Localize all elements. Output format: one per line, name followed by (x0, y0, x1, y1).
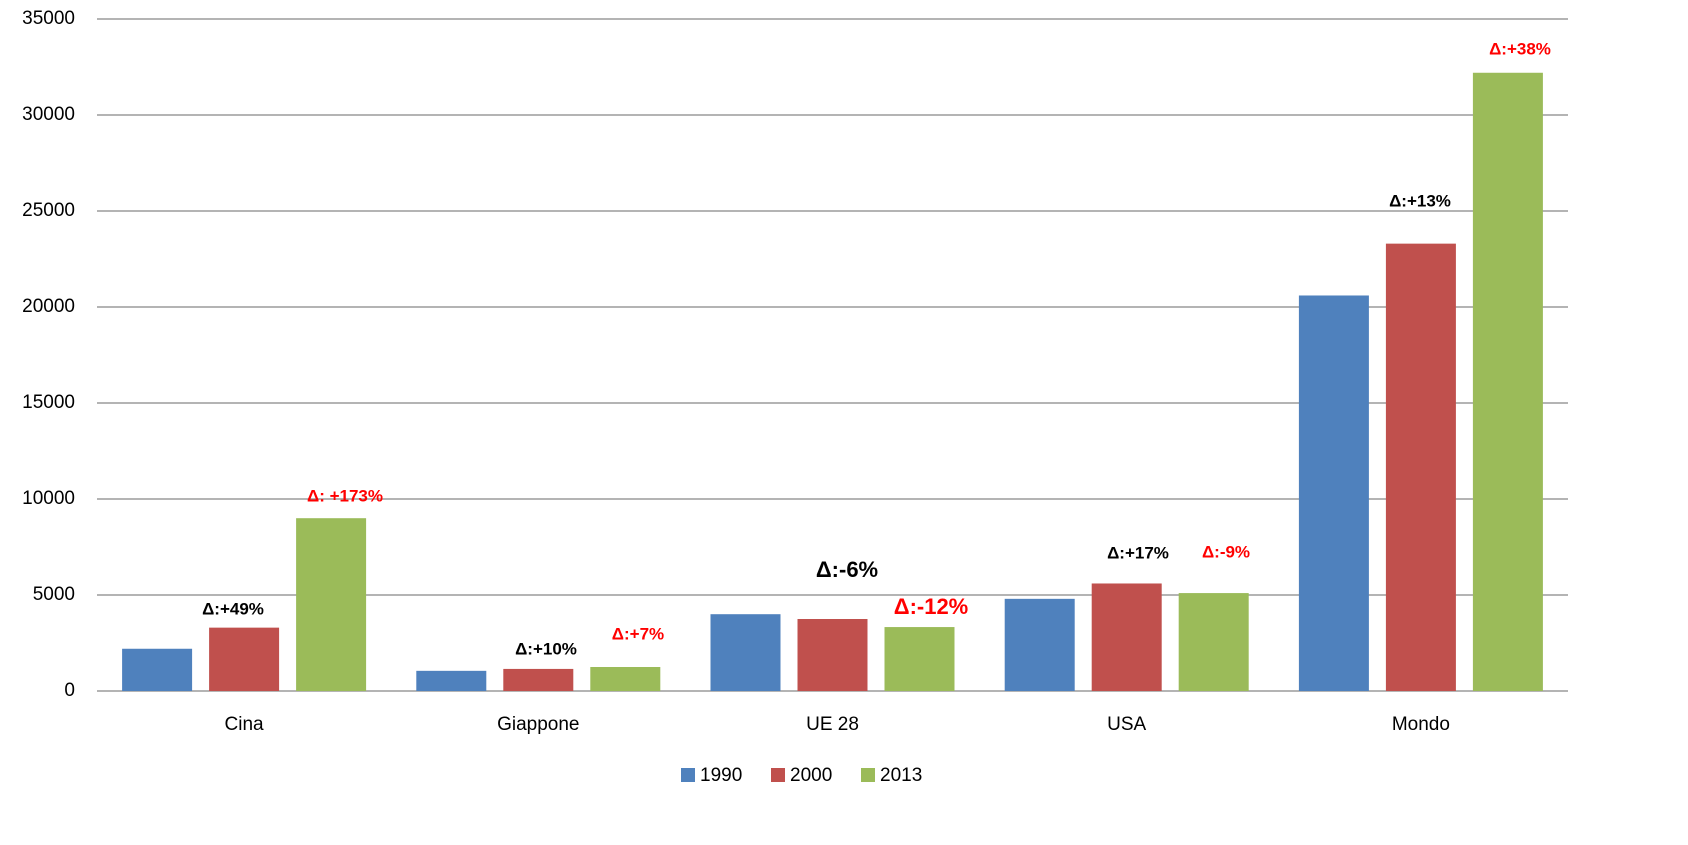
annotation: Δ:+7% (612, 624, 664, 643)
annotation: Δ:-12% (894, 594, 969, 619)
annotation: Δ:+13% (1389, 191, 1451, 210)
y-tick-label: 35000 (22, 8, 75, 29)
bar (416, 670, 487, 691)
legend-swatch (861, 768, 875, 782)
bar (1298, 295, 1369, 691)
legend-label: 2000 (790, 765, 832, 786)
bar (296, 518, 367, 691)
y-tick-label: 10000 (22, 488, 75, 509)
x-tick-label: UE 28 (806, 714, 859, 735)
x-tick-label: Giappone (497, 714, 579, 735)
bar (122, 648, 193, 691)
bar (797, 619, 868, 691)
legend-label: 2013 (880, 765, 922, 786)
y-tick-label: 30000 (22, 104, 75, 125)
bar (1472, 72, 1543, 691)
annotation: Δ:+17% (1107, 543, 1169, 562)
x-tick-label: Mondo (1392, 714, 1450, 735)
bar (1004, 598, 1075, 691)
bar (503, 668, 574, 691)
bar (209, 627, 280, 691)
annotation: Δ:+49% (202, 599, 264, 618)
bar (590, 667, 661, 691)
x-tick-label: Cina (225, 714, 265, 735)
annotation: Δ:-6% (816, 557, 878, 582)
bar (884, 627, 955, 691)
annotation: Δ: +173% (307, 486, 383, 505)
legend-swatch (771, 768, 785, 782)
legend-swatch (681, 768, 695, 782)
bar (710, 614, 781, 691)
annotation: Δ:+38% (1489, 39, 1551, 58)
y-tick-label: 25000 (22, 200, 75, 221)
bar (1385, 243, 1456, 691)
y-tick-label: 20000 (22, 296, 75, 317)
annotation: Δ:-9% (1202, 542, 1250, 561)
legend-label: 1990 (700, 765, 742, 786)
y-tick-label: 0 (64, 680, 75, 701)
x-tick-label: USA (1107, 714, 1146, 735)
y-tick-label: 15000 (22, 392, 75, 413)
bar (1178, 593, 1249, 691)
annotation: Δ:+10% (515, 639, 577, 658)
bar (1091, 583, 1162, 691)
y-tick-label: 5000 (33, 584, 75, 605)
